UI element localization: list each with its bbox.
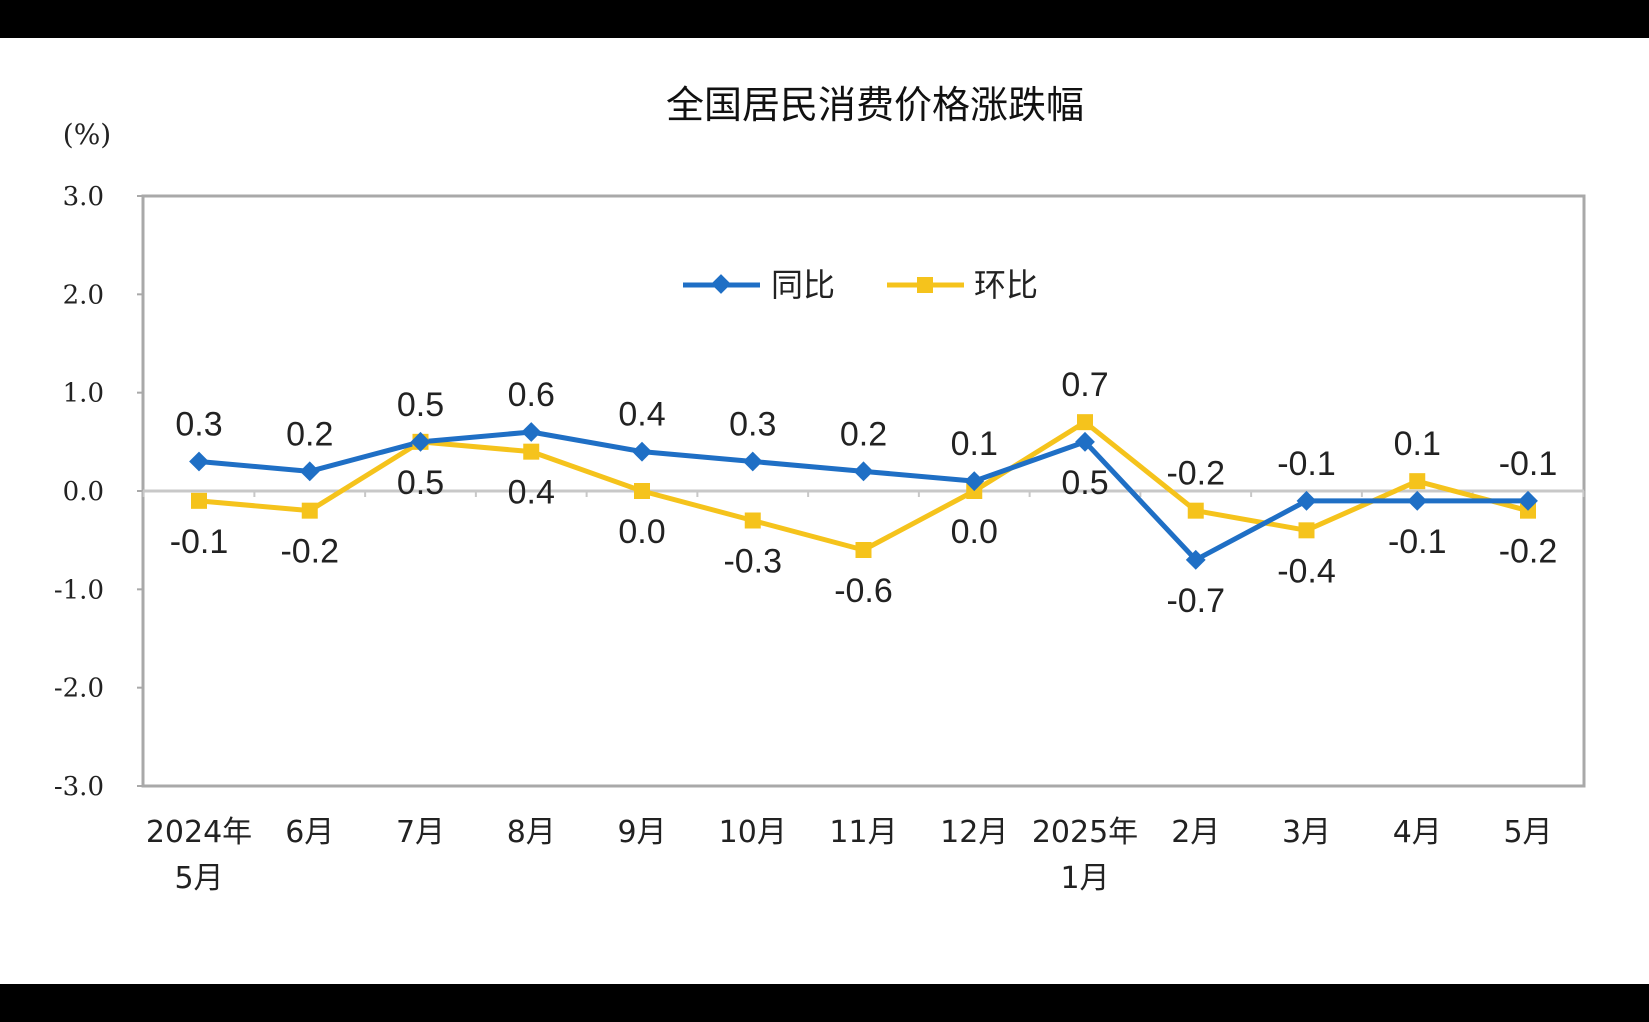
series-markers	[189, 414, 1538, 570]
yoy-data-label: -0.1	[1388, 523, 1447, 561]
mom-data-label: -0.4	[1277, 552, 1336, 590]
legend-mom-label: 环比	[974, 266, 1038, 304]
yoy-point	[1296, 490, 1317, 511]
y-tick-label: 0.0	[63, 477, 104, 507]
x-tick-label: 11月	[829, 815, 897, 850]
y-tick-label: -3.0	[54, 772, 104, 802]
yoy-point	[1407, 490, 1428, 511]
x-tick-label: 10月	[719, 815, 787, 850]
x-axis-ticks: 2024年 5月 6月 7月 8月 9月 10月 11月 12月 2025年 1月 2月 3月 4月 5月	[146, 815, 1553, 896]
mom-data-label: -0.2	[1499, 533, 1558, 571]
legend-mom-marker	[917, 277, 933, 293]
yoy-point	[853, 461, 874, 482]
top-black-bar	[0, 0, 1649, 38]
mom-data-label: 0.5	[397, 464, 444, 502]
mom-data-label: 0.0	[951, 513, 998, 551]
mom-point	[744, 512, 761, 529]
mom-point	[191, 492, 207, 509]
yoy-point	[410, 431, 431, 452]
y-tick-label: 2.0	[63, 280, 104, 310]
mom-point	[1409, 473, 1426, 490]
chart-title: 全国居民消费价格涨跌幅	[666, 83, 1084, 127]
zero-baseline	[142, 489, 1585, 497]
yoy-data-label: 0.4	[618, 396, 665, 434]
y-tick-label: -2.0	[54, 674, 104, 704]
mom-point	[1298, 522, 1315, 539]
mom-point	[855, 542, 872, 558]
x-tick-label: 5月	[1503, 815, 1552, 850]
x-tick-label: 9月	[617, 815, 666, 850]
yoy-data-label: -0.1	[1277, 445, 1336, 483]
yoy-point	[1518, 490, 1538, 511]
mom-data-label: -0.2	[1166, 455, 1225, 493]
y-axis-unit: (%)	[63, 118, 111, 151]
mom-point	[1187, 502, 1204, 519]
mom-data-label: 0.1	[1394, 425, 1441, 463]
x-tick-label: 3月	[1282, 815, 1331, 850]
yoy-data-label: 0.5	[1061, 464, 1108, 502]
yoy-point	[742, 451, 763, 472]
mom-data-label: 0.7	[1061, 366, 1108, 404]
y-axis-ticks: 3.0 2.0 1.0 0.0 -1.0 -2.0 -3.0	[54, 182, 143, 802]
yoy-data-label: 0.2	[286, 415, 333, 453]
x-tick-label: 8月	[507, 815, 556, 850]
data-labels: 0.3 -0.1 0.2 -0.2 0.5 0.5 0.6 0.4 0.4 0.0 0.3 -0.3 0…	[170, 366, 1558, 620]
mom-point	[634, 483, 650, 499]
yoy-data-label: 0.2	[840, 415, 887, 453]
yoy-data-label: 0.1	[951, 425, 998, 463]
yoy-data-label: -0.7	[1166, 582, 1225, 620]
yoy-data-label: 0.6	[508, 376, 555, 414]
yoy-data-label: 0.3	[729, 406, 776, 444]
yoy-point	[964, 471, 985, 492]
legend-yoy-label: 同比	[771, 266, 835, 304]
mom-data-label: -0.6	[834, 572, 893, 610]
mom-data-label: 0.0	[618, 513, 665, 551]
y-tick-label: 1.0	[63, 379, 104, 409]
mom-data-label: -0.2	[280, 533, 339, 571]
mom-point	[1077, 414, 1093, 431]
yoy-data-label: 0.5	[397, 386, 444, 424]
yoy-point	[632, 441, 652, 462]
mom-data-label: 0.4	[508, 474, 555, 512]
x-tick-label: 2024年 5月	[146, 815, 252, 896]
mom-point	[523, 443, 540, 460]
y-tick-label: 3.0	[63, 182, 104, 212]
mom-data-label: -0.3	[723, 543, 782, 581]
bottom-black-bar	[0, 984, 1649, 1022]
x-tick-label: 12月	[940, 815, 1008, 850]
x-tick-label: 6月	[285, 815, 334, 850]
yoy-point	[521, 422, 542, 442]
yoy-point	[299, 461, 320, 482]
yoy-data-label: -0.1	[1499, 445, 1558, 483]
x-tick-label: 2025年 1月	[1032, 815, 1138, 896]
x-tick-label: 7月	[396, 815, 445, 850]
mom-point	[301, 502, 318, 519]
legend: 同比 环比	[683, 266, 1038, 304]
x-tick-label: 4月	[1393, 815, 1442, 850]
yoy-data-label: 0.3	[175, 406, 222, 444]
x-tick-label: 2月	[1171, 815, 1220, 850]
y-tick-label: -1.0	[54, 575, 104, 605]
yoy-point	[1075, 431, 1095, 452]
yoy-point	[189, 451, 209, 472]
yoy-point	[1185, 549, 1206, 570]
legend-yoy-marker	[711, 274, 731, 294]
mom-data-label: -0.1	[170, 523, 229, 561]
